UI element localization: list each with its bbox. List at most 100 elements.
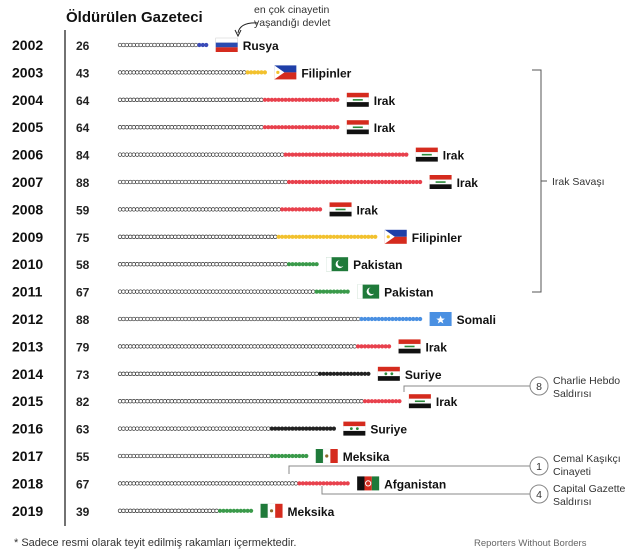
journalist-dot xyxy=(231,70,237,75)
country-dot xyxy=(355,371,361,376)
journalist-dot xyxy=(273,262,278,267)
journalist-dot xyxy=(276,207,281,212)
journalist-dot xyxy=(328,344,333,349)
journalist-dot xyxy=(197,207,202,212)
journalist-dot xyxy=(152,152,157,157)
journalist-dot xyxy=(145,426,150,431)
journalist-dot xyxy=(162,262,168,267)
journalist-dot xyxy=(252,125,257,130)
country-dot xyxy=(311,426,316,431)
journalist-dot xyxy=(169,262,174,267)
journalist-dot xyxy=(166,234,171,239)
journalist-dot xyxy=(190,262,195,267)
country-dot xyxy=(376,344,381,349)
country-dot xyxy=(362,179,368,185)
journalist-dot xyxy=(280,262,285,267)
journalist-dot xyxy=(128,316,133,322)
journalist-dot xyxy=(190,152,195,157)
country-dot xyxy=(280,125,285,130)
journalist-dot xyxy=(217,234,223,239)
journalist-dot xyxy=(148,399,154,404)
year-label: 2014 xyxy=(12,366,43,382)
country-dot xyxy=(345,371,350,376)
total-count: 55 xyxy=(76,450,90,464)
country-dot xyxy=(331,481,336,486)
journalist-dot xyxy=(152,42,157,48)
journalist-dot xyxy=(145,70,150,75)
journalist-dot xyxy=(286,344,292,349)
country-dot xyxy=(221,508,226,513)
journalist-dot xyxy=(238,152,243,157)
country-dot xyxy=(404,179,409,185)
journalist-dot xyxy=(210,289,216,294)
journalist-dot xyxy=(155,234,161,239)
pakistan-flag-part xyxy=(368,287,376,295)
journalist-dot xyxy=(217,316,223,322)
iraq-flag xyxy=(429,175,452,189)
journalist-dot xyxy=(311,371,316,376)
country-dot xyxy=(311,152,316,157)
journalist-dot xyxy=(214,316,219,322)
journalist-dot xyxy=(117,481,123,486)
journalist-dot xyxy=(259,426,264,431)
journalist-dot xyxy=(204,179,209,185)
journalist-dot xyxy=(210,70,216,75)
journalist-dot xyxy=(224,481,230,486)
journalist-dot xyxy=(335,344,340,349)
journalist-dot xyxy=(262,316,268,322)
journalist-dot xyxy=(145,97,150,102)
iraq-flag-part xyxy=(329,211,352,217)
journalist-dot xyxy=(176,508,181,513)
country-dot xyxy=(414,316,419,322)
journalist-dot xyxy=(242,289,247,294)
journalist-dot xyxy=(155,125,161,130)
journalist-dot xyxy=(155,289,161,294)
journalist-dot xyxy=(186,234,192,239)
charlie-number-circle xyxy=(529,376,549,396)
journalist-dot xyxy=(273,207,278,212)
journalist-dot xyxy=(197,179,202,185)
journalist-dot xyxy=(259,481,264,486)
journalist-dot xyxy=(259,453,264,459)
journalist-dot xyxy=(159,399,164,404)
afghanistan-flag-part xyxy=(371,476,380,491)
country-dot xyxy=(293,453,299,459)
journalist-dot xyxy=(155,453,161,459)
journalist-dot xyxy=(266,152,271,157)
country-dot xyxy=(355,152,361,157)
journalist-dot xyxy=(152,125,157,130)
journalist-dot xyxy=(117,316,123,322)
journalist-dot xyxy=(235,344,240,349)
country-dot xyxy=(328,234,333,239)
journalist-dot xyxy=(131,234,136,239)
journalist-dot xyxy=(269,344,274,349)
journalist-dot xyxy=(221,399,226,404)
country-dot xyxy=(311,481,316,486)
journalist-dot xyxy=(141,42,147,48)
journalist-dot xyxy=(183,371,188,376)
journalist-dot xyxy=(141,70,147,75)
country-dot xyxy=(283,125,288,130)
journalist-dot xyxy=(207,125,212,130)
journalist-dot xyxy=(297,316,302,322)
country-dot xyxy=(355,234,361,239)
journalist-dot xyxy=(245,207,250,212)
country-dot xyxy=(331,426,336,431)
journalist-dot xyxy=(183,426,188,431)
journalist-dot xyxy=(135,70,140,75)
journalist-dot xyxy=(224,179,230,185)
journalist-dot xyxy=(190,399,195,404)
country-label: Somali xyxy=(457,313,496,327)
journalist-dot xyxy=(162,289,168,294)
journalist-dot xyxy=(117,426,123,431)
journalist-dot xyxy=(293,344,299,349)
journalist-dot xyxy=(197,426,202,431)
journalist-dot xyxy=(186,42,192,48)
country-dot xyxy=(304,262,309,267)
country-dot xyxy=(280,97,285,102)
journalist-dot xyxy=(152,508,157,513)
journalist-dot xyxy=(207,152,212,157)
journalist-dot xyxy=(210,262,216,267)
data-row-2008: 2008 59 Irak xyxy=(12,201,378,217)
country-dot xyxy=(335,97,340,102)
